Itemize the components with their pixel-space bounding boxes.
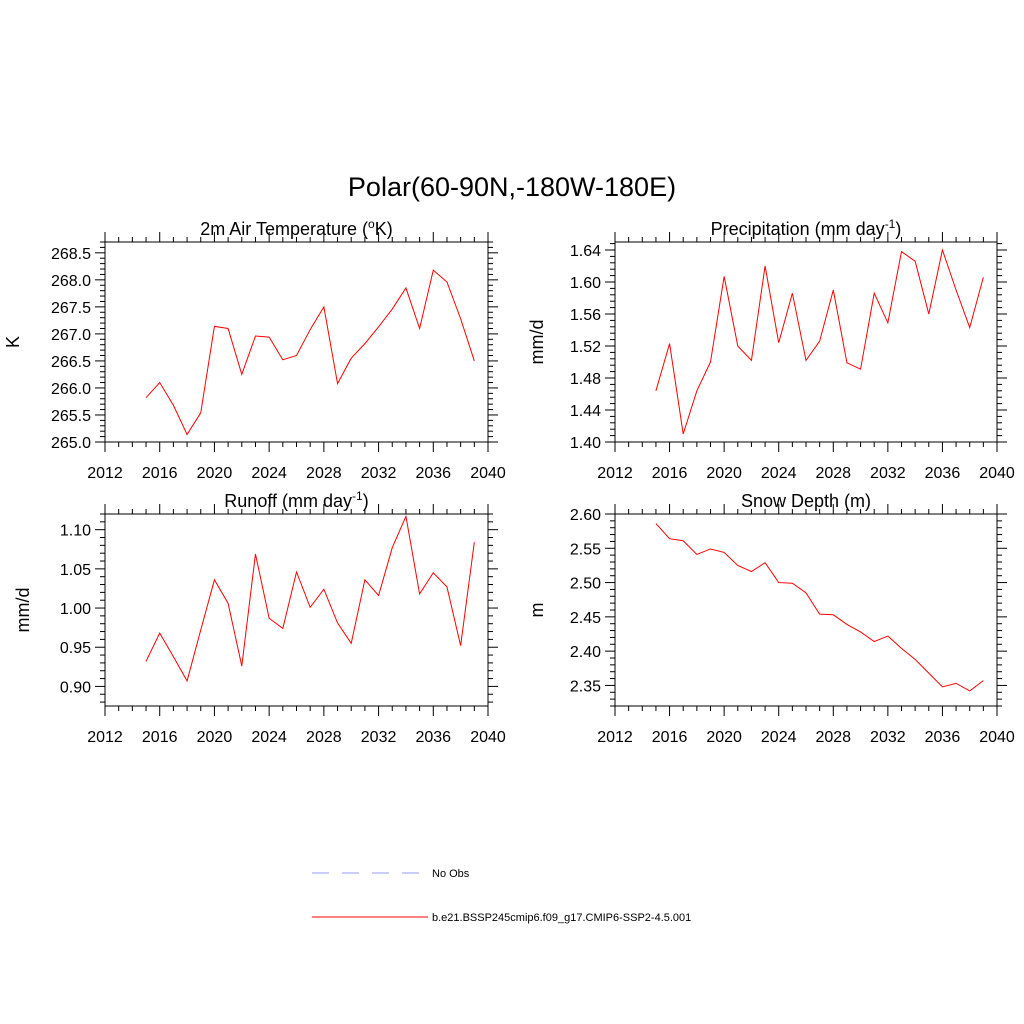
x-tick-label: 2016 [142,729,178,746]
x-tick-label: 2020 [197,465,233,482]
y-tick-label: 1.40 [570,435,601,452]
plot-frame [104,513,489,707]
series-line [145,269,475,436]
x-tick-label: 2012 [597,465,633,482]
panel-runoff: Runoff (mm day-1) mm/d 2012 2016 2020 2024 202… [13,489,506,746]
x-tick-label: 2036 [415,729,451,746]
y-tick-label: 268.5 [51,246,91,263]
x-tick-label: 2028 [815,465,851,482]
panel-title-after: K) [375,219,393,239]
y-tick-label: 1.64 [570,243,601,260]
panel-title-sup: -1 [352,489,363,503]
y-tick-label: 266.5 [51,354,91,371]
y-tick-label: 2.35 [570,678,601,695]
panel-air-temperature: 2m Air Temperature (oK) K 2012 2016 2020 2024… [3,217,506,482]
y-tick-label: 2.50 [570,576,601,593]
x-tick-label: 2036 [415,465,451,482]
x-tick-label: 2040 [979,465,1015,482]
y-tick-label: 0.95 [60,640,91,657]
panel-title: Precipitation (mm day-1) [711,217,902,239]
plot-frame [104,241,489,443]
y-tick-label: 2.55 [570,541,601,558]
x-tick-label: 2012 [87,729,123,746]
panel-title-main: Runoff (mm day [224,491,352,511]
series-line [655,248,984,435]
legend-label-model: b.e21.BSSP245cmip6.f09_g17.CMIP6-SSP2-4.… [432,912,691,924]
x-tick-label: 2020 [197,729,233,746]
x-tick-label: 2040 [470,729,506,746]
x-tick-label: 2032 [870,729,906,746]
y-tick-label: 1.05 [60,562,91,579]
x-tick-label: 2028 [815,729,851,746]
panel-precipitation: Precipitation (mm day-1) mm/d 2012 2016 2020… [527,217,1015,482]
y-tick-label: 1.10 [60,523,91,540]
y-tick-label: 1.48 [570,371,601,388]
y-tick-label: 267.5 [51,300,91,317]
x-tick-label: 2036 [925,465,961,482]
x-tick-label: 2016 [652,465,688,482]
y-axis-label: mm/d [527,320,547,365]
panel-title-after: ) [895,219,901,239]
y-tick-label: 265.0 [51,435,91,452]
x-tick-label: 2024 [251,729,287,746]
y-tick-label: 1.44 [570,403,601,420]
x-tick-label: 2028 [306,465,342,482]
panel-title-main: Snow Depth (m) [741,491,871,511]
plot-frame [614,241,998,443]
y-axis-label: K [3,336,23,348]
y-axis-label: mm/d [13,588,33,633]
panel-title: Snow Depth (m) [741,491,871,511]
y-tick-label: 1.56 [570,307,601,324]
x-tick-label: 2020 [706,465,742,482]
x-tick-label: 2040 [470,465,506,482]
y-tick-label: 1.60 [570,275,601,292]
panel-title-after: ) [363,491,369,511]
x-tick-label: 2024 [251,465,287,482]
panel-snow-depth: Snow Depth (m) m 2012 2016 2020 2024 2028 2032 2… [527,491,1015,746]
panel-title-main: Precipitation (mm day [711,219,885,239]
x-tick-label: 2028 [306,729,342,746]
y-tick-label: 265.5 [51,408,91,425]
y-axis-label: m [527,603,547,618]
y-tick-label: 266.0 [51,381,91,398]
series-line [655,523,984,692]
x-tick-label: 2016 [652,729,688,746]
y-tick-label: 2.40 [570,644,601,661]
panel-title: Runoff (mm day-1) [224,489,368,511]
x-tick-label: 2012 [597,729,633,746]
panel-title-sup: -1 [885,217,896,231]
x-tick-label: 2024 [761,465,797,482]
x-tick-label: 2032 [870,465,906,482]
plot-frame [614,513,998,707]
y-tick-label: 2.60 [570,507,601,524]
y-tick-label: 267.0 [51,327,91,344]
x-tick-label: 2032 [361,465,397,482]
y-tick-label: 1.52 [570,339,601,356]
x-tick-label: 2032 [361,729,397,746]
legend-label-no-obs: No Obs [432,868,470,880]
x-tick-label: 2020 [706,729,742,746]
series-line [145,514,475,683]
panel-title-main: 2m Air Temperature ( [200,219,368,239]
x-tick-label: 2016 [142,465,178,482]
x-tick-label: 2024 [761,729,797,746]
panel-title: 2m Air Temperature (oK) [200,217,392,239]
x-tick-label: 2012 [87,465,123,482]
y-tick-label: 2.45 [570,610,601,627]
x-tick-label: 2040 [979,729,1015,746]
legend: No Obs b.e21.BSSP245cmip6.f09_g17.CMIP6-… [312,868,691,924]
x-tick-label: 2036 [925,729,961,746]
y-tick-label: 268.0 [51,273,91,290]
figure-title: Polar(60-90N,-180W-180E) [348,172,676,202]
y-tick-label: 0.90 [60,679,91,696]
y-tick-label: 1.00 [60,601,91,618]
panel-title-sup: o [368,217,375,231]
